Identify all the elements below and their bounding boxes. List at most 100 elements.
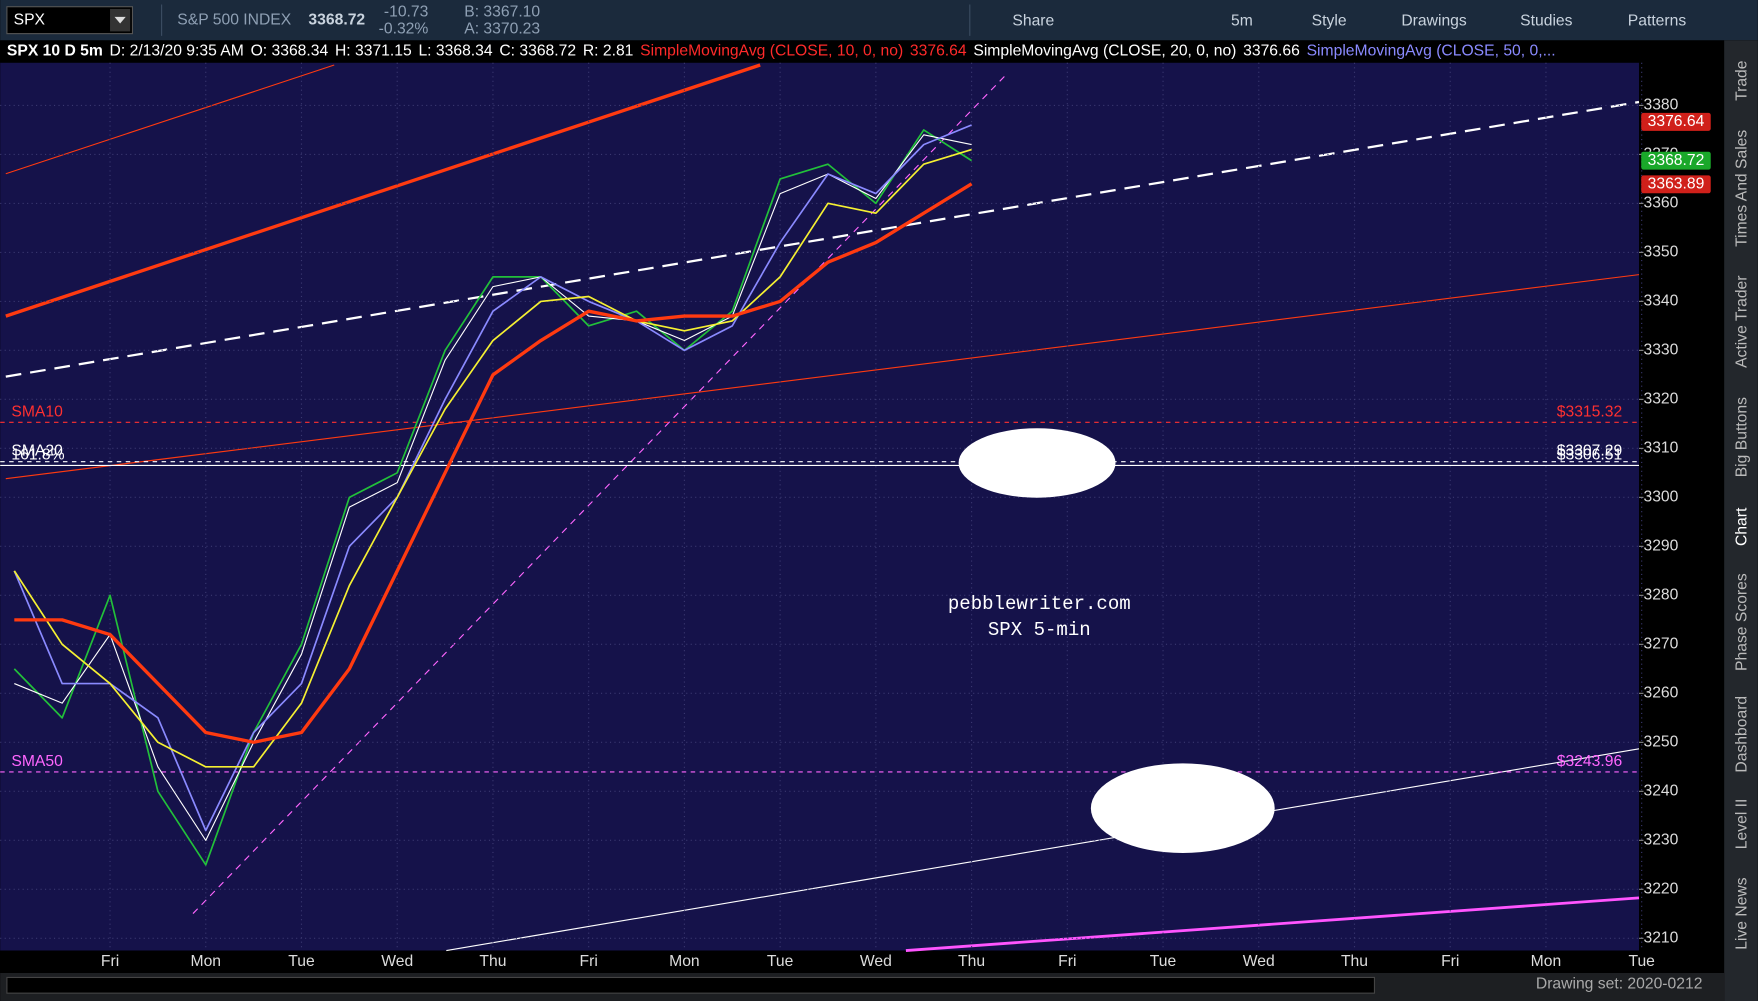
- watermark: pebblewriter.com: [948, 593, 1131, 615]
- toolbar-button[interactable]: Drawings: [1401, 12, 1467, 29]
- x-tick-label: Fri: [101, 953, 119, 970]
- trend-line: [192, 73, 1008, 914]
- ask: A: 3370.23: [464, 20, 540, 37]
- level-name: SMA50: [11, 753, 63, 770]
- sidebar-tab[interactable]: Phase Scores: [1733, 573, 1750, 671]
- x-tick-label: Mon: [1531, 953, 1562, 970]
- x-tick-label: Wed: [860, 953, 892, 970]
- toolbar: [0, 0, 1758, 41]
- series-line: [14, 134, 972, 841]
- bid: B: 3367.10: [464, 3, 540, 20]
- study-label: SimpleMovingAvg (CLOSE, 20, 0, no): [973, 43, 1236, 60]
- level-label: $3307.29: [1557, 443, 1622, 460]
- header-bar: [0, 40, 1758, 63]
- toolbar-button[interactable]: 5m: [1231, 12, 1253, 29]
- header-item: R: 2.81: [583, 43, 634, 60]
- sidebar-tab[interactable]: Chart: [1733, 507, 1750, 546]
- time-axis: [0, 950, 1725, 973]
- change-pct: -0.32%: [379, 20, 429, 37]
- x-tick-label: Tue: [288, 953, 315, 970]
- series-line: [13, 124, 972, 832]
- plot: SMA10 $3315.32 SMA20 $3307.29 161.8% $3306.51…: [0, 124, 1639, 866]
- price-tag: [1641, 112, 1711, 131]
- toolbar-button[interactable]: Style: [1312, 12, 1347, 29]
- change: -10.73: [384, 3, 429, 20]
- trend-line: [446, 748, 1640, 952]
- x-tick-label: Thu: [1341, 953, 1368, 970]
- x-tick-label: Mon: [190, 953, 221, 970]
- toolbar-button[interactable]: Studies: [1520, 12, 1572, 29]
- sidebar-tab[interactable]: Times And Sales: [1733, 130, 1750, 247]
- y-tick-label: 3320: [1643, 391, 1678, 408]
- y-tick-label: 3250: [1643, 733, 1678, 750]
- y-tick-label: 3260: [1643, 684, 1678, 701]
- y-tick-label: 3220: [1643, 880, 1678, 897]
- y-tick-label: 3280: [1643, 586, 1678, 603]
- x-tick-label: Fri: [1441, 953, 1459, 970]
- x-tick-label: Tue: [767, 953, 794, 970]
- study-label: SimpleMovingAvg (CLOSE, 50, 0,...: [1307, 43, 1556, 60]
- y-tick-label: 3270: [1643, 635, 1678, 652]
- x-tick-label: Mon: [669, 953, 700, 970]
- level-name: SMA20: [11, 443, 63, 460]
- x-tick-label: Wed: [381, 953, 413, 970]
- level-label: $3306.51: [1557, 447, 1622, 464]
- price-tag-label: 3376.64: [1648, 113, 1705, 130]
- y-tick-label: 3300: [1643, 488, 1678, 505]
- sidebar-tab[interactable]: Big Buttons: [1733, 397, 1750, 477]
- level-label: $3243.96: [1557, 753, 1623, 770]
- sidebar-tab[interactable]: Active Trader: [1733, 275, 1750, 367]
- series-line: [14, 182, 973, 744]
- scrollbar[interactable]: [6, 976, 1376, 994]
- header-item: D: 2/13/20 9:35 AM: [110, 43, 244, 60]
- y-tick-label: 3230: [1643, 831, 1678, 848]
- sidebar-tab[interactable]: Level II: [1733, 799, 1750, 850]
- trend-line: [905, 896, 1640, 952]
- last-price: 3368.72: [308, 11, 365, 28]
- toolbar-button[interactable]: Patterns: [1628, 12, 1687, 29]
- y-tick-label: 3290: [1643, 537, 1678, 554]
- sidebar-tab[interactable]: Dashboard: [1733, 696, 1750, 773]
- y-tick-label: 3350: [1643, 244, 1678, 261]
- chart-panel: [0, 62, 1639, 951]
- x-tick-label: Tue: [1150, 953, 1177, 970]
- watermark: SPX 5-min: [988, 619, 1091, 641]
- x-tick-label: Tue: [1628, 953, 1655, 970]
- header-item: SPX 10 D 5m: [7, 43, 103, 60]
- dropdown-arrow: [114, 16, 126, 24]
- study-value: 3376.66: [1243, 43, 1300, 60]
- header-item: L: 3368.34: [418, 43, 492, 60]
- x-tick-label: Thu: [479, 953, 506, 970]
- y-tick-label: 3340: [1643, 293, 1678, 310]
- symbol: SPX: [14, 11, 46, 28]
- x-tick-label: Thu: [958, 953, 985, 970]
- highlight-ellipse: [1090, 763, 1275, 854]
- y-tick-label: 3310: [1643, 440, 1678, 457]
- highlight-ellipse: [958, 428, 1116, 498]
- price-axis: [1638, 62, 1725, 951]
- y-tick-label: 3240: [1643, 782, 1678, 799]
- sidebar-tab[interactable]: Live News: [1733, 877, 1750, 950]
- instrument-name: S&P 500 INDEX: [177, 11, 291, 28]
- price-tag: [1641, 151, 1711, 170]
- study-label: SimpleMovingAvg (CLOSE, 10, 0, no): [640, 43, 903, 60]
- header-item: C: 3368.72: [499, 43, 576, 60]
- x-tick-label: Fri: [1058, 953, 1076, 970]
- drawings: [0, 62, 1643, 952]
- study-value: 3376.64: [910, 43, 967, 60]
- toolbar-button[interactable]: Share: [1012, 12, 1054, 29]
- level-name: SMA10: [11, 403, 63, 420]
- y-tick-label: 3210: [1643, 929, 1678, 946]
- header-item: H: 3371.15: [335, 43, 412, 60]
- drawing-set: Drawing set: 2020-0212: [1536, 975, 1703, 992]
- trend-line: [5, 100, 1640, 378]
- price-tag-label: 3363.89: [1648, 175, 1705, 192]
- price-tag-label: 3368.72: [1648, 152, 1705, 169]
- x-tick-label: Fri: [580, 953, 598, 970]
- sidebar-tab[interactable]: Trade: [1733, 60, 1750, 101]
- sidebar: [1724, 40, 1758, 1001]
- level-name: 161.8%: [11, 447, 64, 464]
- level-label: $3315.32: [1557, 403, 1622, 420]
